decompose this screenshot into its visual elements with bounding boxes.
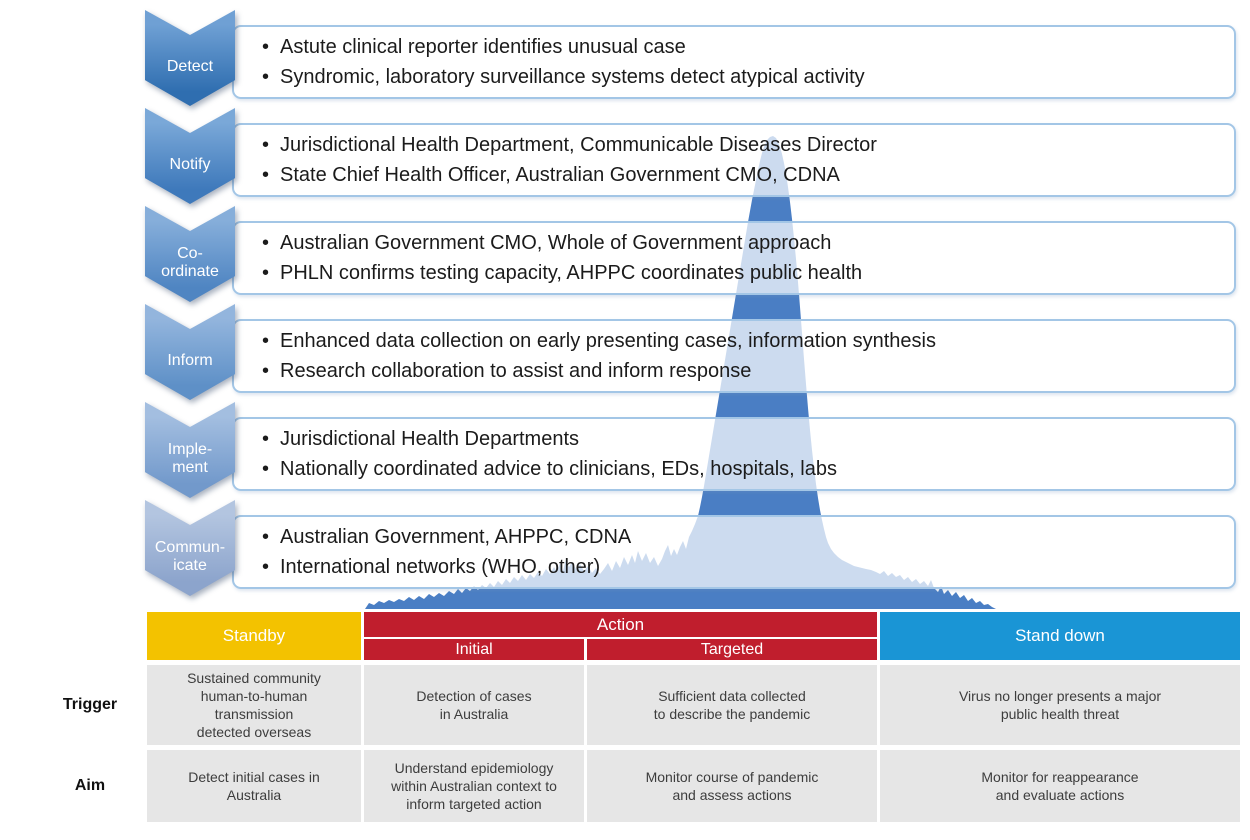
phase-header-targeted: Targeted <box>587 639 877 660</box>
bullet-item: Jurisdictional Health Department, Commun… <box>260 130 1216 160</box>
row-label-trigger: Trigger <box>62 696 118 713</box>
process-box-inform: Enhanced data collection on early presen… <box>232 319 1236 393</box>
bullet-list: Astute clinical reporter identifies unus… <box>260 32 1216 92</box>
trigger-cell-stand-down: Virus no longer presents a major public … <box>880 665 1240 745</box>
bullet-item: State Chief Health Officer, Australian G… <box>260 160 1216 190</box>
chevron-inform: Inform <box>145 304 235 400</box>
bullet-list: Australian Government CMO, Whole of Gove… <box>260 228 1216 288</box>
aim-cell-standby: Detect initial cases in Australia <box>147 750 361 822</box>
phase-header-standby: Standby <box>147 612 361 660</box>
bullet-item: Australian Government CMO, Whole of Gove… <box>260 228 1216 258</box>
chevron-communicate: Commun- icate <box>145 500 235 596</box>
bullet-item: Astute clinical reporter identifies unus… <box>260 32 1216 62</box>
aim-cell-stand-down: Monitor for reappearance and evaluate ac… <box>880 750 1240 822</box>
chevron-label: Detect <box>166 57 214 75</box>
bullet-item: Research collaboration to assist and inf… <box>260 356 1216 386</box>
chevron-label: Imple- ment <box>167 440 213 476</box>
row-label-aim: Aim <box>74 777 106 794</box>
process-box-coordinate: Australian Government CMO, Whole of Gove… <box>232 221 1236 295</box>
chevron-detect: Detect <box>145 10 235 106</box>
trigger-cell-targeted: Sufficient data collected to describe th… <box>587 665 877 745</box>
bullet-item: International networks (WHO, other) <box>260 552 1216 582</box>
process-box-implement: Jurisdictional Health Departments Nation… <box>232 417 1236 491</box>
bullet-list: Enhanced data collection on early presen… <box>260 326 1216 386</box>
bullet-list: Australian Government, AHPPC, CDNA Inter… <box>260 522 1216 582</box>
bullet-item: Nationally coordinated advice to clinici… <box>260 454 1216 484</box>
bullet-list: Jurisdictional Health Department, Commun… <box>260 130 1216 190</box>
trigger-cell-standby: Sustained community human-to-human trans… <box>147 665 361 745</box>
phase-header-stand-down: Stand down <box>880 612 1240 660</box>
trigger-cell-initial: Detection of cases in Australia <box>364 665 584 745</box>
chevron-implement: Imple- ment <box>145 402 235 498</box>
bullet-item: PHLN confirms testing capacity, AHPPC co… <box>260 258 1216 288</box>
bullet-item: Enhanced data collection on early presen… <box>260 326 1216 356</box>
phase-header-initial: Initial <box>364 639 584 660</box>
bullet-item: Jurisdictional Health Departments <box>260 424 1216 454</box>
chevron-label: Commun- icate <box>154 538 226 574</box>
process-box-communicate: Australian Government, AHPPC, CDNA Inter… <box>232 515 1236 589</box>
chevron-label: Notify <box>169 155 211 173</box>
chevron-label: Co- ordinate <box>161 244 219 280</box>
chevron-notify: Notify <box>145 108 235 204</box>
chevron-coordinate: Co- ordinate <box>145 206 235 302</box>
bullet-item: Australian Government, AHPPC, CDNA <box>260 522 1216 552</box>
bullet-list: Jurisdictional Health Departments Nation… <box>260 424 1216 484</box>
aim-cell-targeted: Monitor course of pandemic and assess ac… <box>587 750 877 822</box>
chevron-label: Inform <box>167 351 213 369</box>
bullet-item: Syndromic, laboratory surveillance syste… <box>260 62 1216 92</box>
aim-cell-initial: Understand epidemiology within Australia… <box>364 750 584 822</box>
phase-header-action: Action <box>364 612 877 637</box>
process-box-notify: Jurisdictional Health Department, Commun… <box>232 123 1236 197</box>
process-box-detect: Astute clinical reporter identifies unus… <box>232 25 1236 99</box>
